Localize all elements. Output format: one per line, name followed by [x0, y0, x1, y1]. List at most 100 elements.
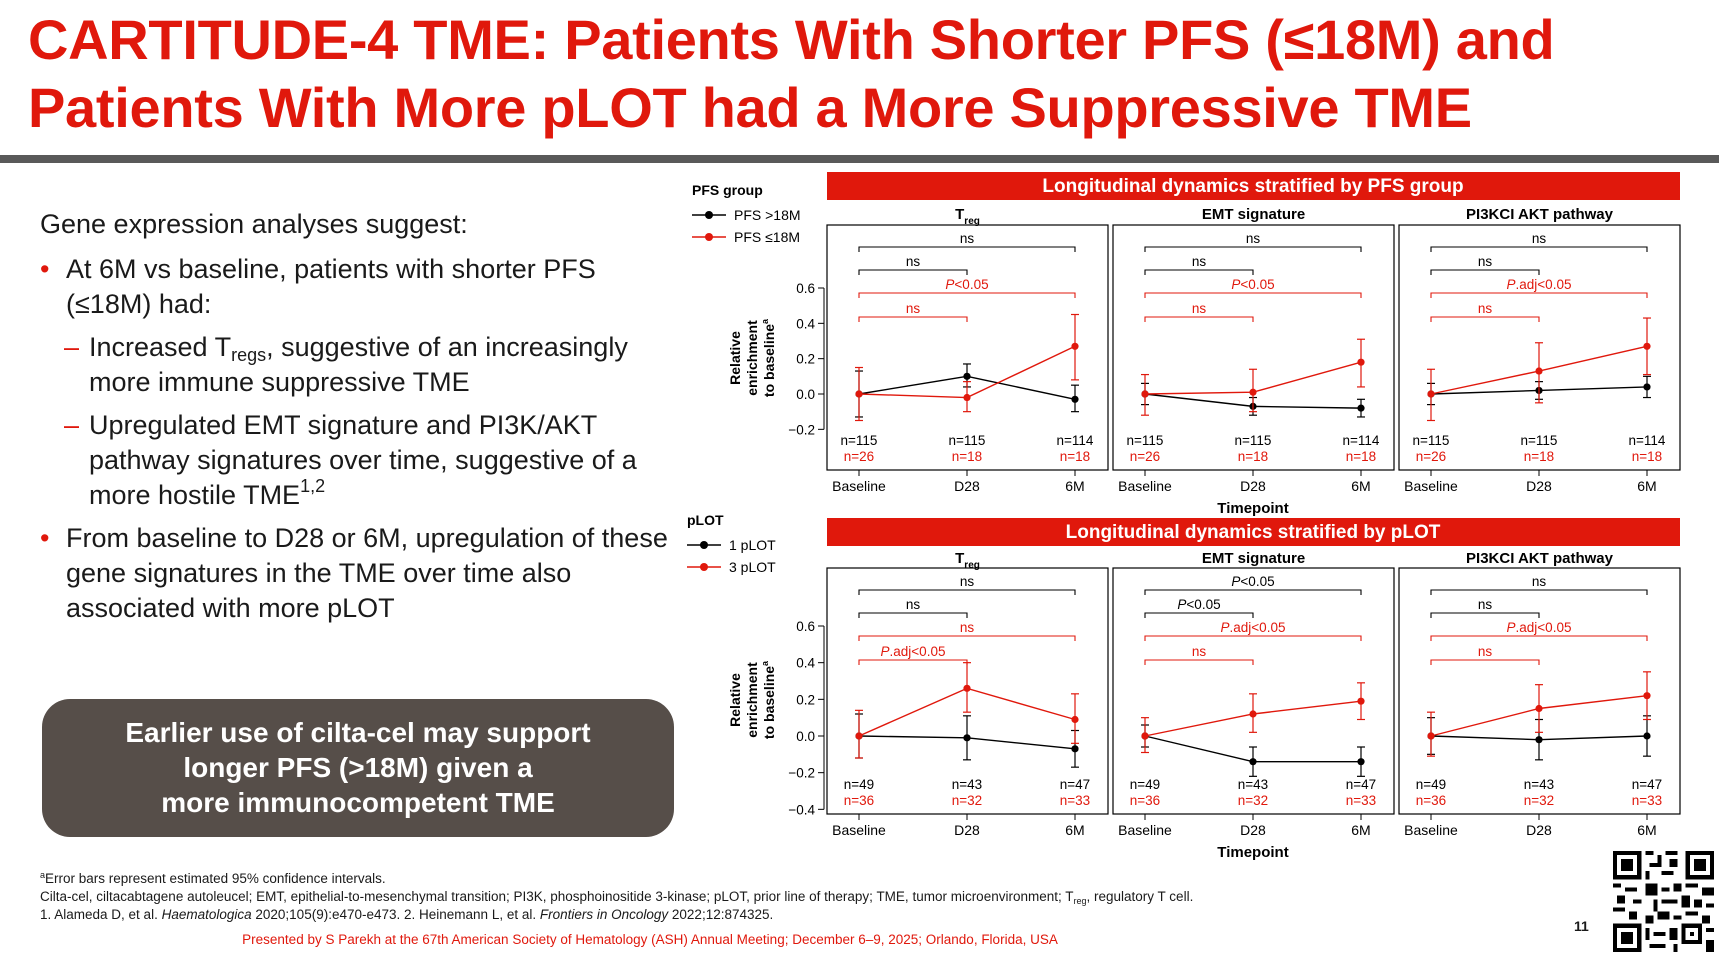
sub-bullet-emt: Upregulated EMT signature and PI3K/AKT p…	[40, 408, 680, 513]
count-red: n=18	[1346, 449, 1376, 464]
y-tick-label: 0.2	[796, 692, 815, 707]
data-point-red	[1249, 710, 1257, 718]
significance-value: ns	[960, 620, 975, 635]
section-banner	[827, 172, 1680, 200]
y-label-line-2: enrichment	[744, 320, 760, 396]
bullets-intro: Gene expression analyses suggest:	[40, 209, 468, 239]
x-tick-label: 6M	[1351, 478, 1370, 494]
footnote-references: 1. Alameda D, et al. Haematologica 2020;…	[40, 906, 1540, 924]
x-tick-label: D28	[1240, 822, 1266, 838]
count-red: n=32	[1238, 793, 1268, 808]
data-point-black	[963, 372, 971, 380]
legend-label: 3 pLOT	[729, 559, 776, 575]
callout-line-3: more immunocompetent TME	[161, 787, 555, 818]
footnote-abbr-post: , regulatory T cell.	[1086, 889, 1194, 904]
data-point-black	[1071, 395, 1079, 403]
significance-label: ns	[1192, 644, 1207, 659]
ref-part-c: 2022;12:874325.	[668, 907, 774, 922]
x-tick-label: D28	[1526, 822, 1552, 838]
y-label-line-3: to baselinea	[760, 318, 777, 397]
x-tick-label: 6M	[1065, 822, 1084, 838]
significance-value: ns	[906, 597, 921, 612]
ref-journal-2: Frontiers in Oncology	[539, 907, 669, 922]
x-tick-label: D28	[954, 478, 980, 494]
legend-marker	[705, 233, 713, 241]
significance-value: .adj<0.05	[890, 644, 946, 659]
count-red: n=36	[1416, 793, 1446, 808]
data-point-red	[1427, 732, 1435, 740]
chart-section-2: Longitudinal dynamics stratified by pLOT…	[687, 512, 1681, 861]
y-label-main: to baseline	[761, 324, 777, 397]
x-axis-title: Timepoint	[1217, 500, 1288, 517]
title-line-2: Patients With More pLOT had a More Suppr…	[28, 76, 1472, 139]
data-point-red	[1357, 358, 1365, 366]
y-tick-label: 0.0	[796, 729, 815, 744]
significance-bracket	[1144, 316, 1254, 322]
count-black: n=115	[1413, 433, 1450, 448]
significance-p: P	[1177, 597, 1186, 612]
count-red: n=33	[1632, 793, 1662, 808]
count-black: n=115	[949, 433, 986, 448]
y-tick-label: 0.4	[796, 316, 815, 331]
y-label-main: to baseline	[761, 666, 777, 739]
significance-value: ns	[960, 231, 975, 246]
significance-value: .adj<0.05	[1516, 620, 1572, 635]
y-tick-label: 0.4	[796, 656, 815, 671]
significance-bracket	[1430, 316, 1540, 322]
significance-bracket	[858, 612, 968, 618]
count-red: n=18	[1524, 449, 1554, 464]
panel-title: PI3KCI AKT pathway	[1466, 550, 1614, 567]
data-point-black	[1357, 404, 1365, 412]
significance-bracket	[1430, 612, 1540, 618]
significance-value: ns	[1192, 644, 1207, 659]
significance-bracket	[1430, 246, 1648, 252]
significance-bracket	[1430, 635, 1648, 641]
significance-label: P<0.05	[1177, 597, 1220, 612]
footnotes: aError bars represent estimated 95% conf…	[40, 870, 1540, 924]
significance-label: ns	[960, 231, 975, 246]
significance-bracket	[1144, 292, 1362, 298]
panel-title-main: T	[955, 550, 964, 567]
y-tick-label: −0.2	[788, 422, 815, 437]
count-black: n=47	[1346, 777, 1376, 792]
data-point-black	[1535, 736, 1543, 744]
x-tick-label: D28	[1526, 478, 1552, 494]
significance-label: ns	[1246, 231, 1261, 246]
ref-journal-1: Haematologica	[161, 907, 252, 922]
footnote-abbr-sub: reg	[1073, 896, 1087, 906]
significance-value: ns	[1478, 301, 1493, 316]
legend-label: 1 pLOT	[729, 537, 776, 553]
y-tick-label: −0.2	[788, 766, 815, 781]
significance-label: ns	[1192, 254, 1207, 269]
data-point-red	[1357, 697, 1365, 705]
significance-p: P	[1221, 620, 1230, 635]
count-black: n=114	[1343, 433, 1380, 448]
significance-label: P<0.05	[945, 277, 988, 292]
panel-title: EMT signature	[1202, 550, 1305, 567]
significance-bracket	[1144, 635, 1362, 641]
data-point-red	[963, 393, 971, 402]
x-tick-label: D28	[954, 822, 980, 838]
panel-title-main: EMT signature	[1202, 550, 1305, 567]
count-black: n=47	[1632, 777, 1662, 792]
count-black: n=115	[1235, 433, 1272, 448]
count-black: n=115	[1127, 433, 1164, 448]
data-point-red	[1643, 692, 1651, 700]
footnote-error-bars-text: Error bars represent estimated 95% confi…	[45, 871, 386, 886]
qr-code-icon[interactable]	[1612, 851, 1715, 952]
significance-label: P<0.05	[1231, 277, 1274, 292]
legend-marker	[705, 211, 713, 219]
section-title: Longitudinal dynamics stratified by pLOT	[1066, 522, 1441, 543]
data-point-red	[1249, 388, 1257, 396]
significance-p: P	[1507, 620, 1516, 635]
significance-value: ns	[1532, 574, 1547, 589]
significance-value: ns	[1192, 254, 1207, 269]
x-tick-label: 6M	[1351, 822, 1370, 838]
footnote-abbr-pre: Cilta-cel, ciltacabtagene autoleucel; EM…	[40, 889, 1074, 904]
y-label-line-2: enrichment	[744, 662, 760, 738]
significance-label: ns	[1192, 301, 1207, 316]
y-label-line-3: to baselinea	[760, 660, 777, 739]
legend-title: pLOT	[687, 512, 724, 528]
